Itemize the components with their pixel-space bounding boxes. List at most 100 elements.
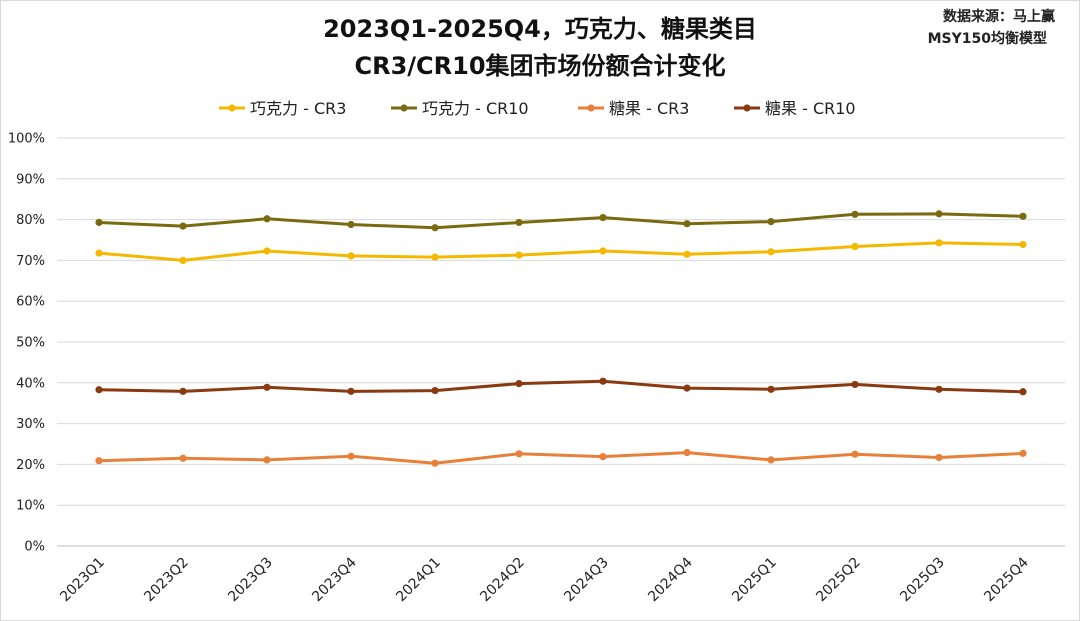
data-point: [683, 250, 691, 258]
y-tick-label: 0%: [24, 540, 45, 555]
data-point: [515, 380, 523, 388]
data-point: [347, 220, 355, 229]
data-point: [851, 380, 859, 389]
legend-marker: [400, 104, 408, 112]
y-tick-label: 70%: [16, 254, 45, 269]
series-lines: [95, 210, 1027, 467]
x-tick-label: 2024Q1: [393, 555, 444, 606]
data-point: [95, 386, 103, 394]
legend-label: 糖果 - CR3: [609, 99, 689, 118]
data-point: [683, 448, 691, 457]
x-tick-label: 2025Q4: [981, 554, 1032, 605]
data-point: [347, 387, 355, 395]
y-tick-label: 90%: [16, 172, 45, 187]
series-2: [95, 210, 1027, 232]
y-tick-label: 80%: [16, 213, 45, 228]
chart-title-line2: CR3/CR10集团市场份额合计变化: [354, 52, 726, 80]
legend-item: 糖果 - CR10: [734, 99, 856, 118]
series-line: [97, 212, 1025, 230]
data-point: [263, 456, 271, 464]
data-point: [851, 242, 859, 251]
data-point: [767, 456, 775, 464]
series-4: [95, 377, 1027, 396]
data-point: [599, 247, 607, 255]
series-line: [97, 451, 1025, 465]
legend-item: 巧克力 - CR3: [219, 99, 346, 118]
data-point: [599, 377, 607, 385]
x-tick-label: 2023Q3: [225, 555, 276, 606]
data-point: [851, 450, 859, 458]
legend: 巧克力 - CR3 巧克力 - CR10 糖果 - CR3 糖果 - CR10: [219, 99, 856, 118]
data-source-label: 数据来源：马上赢: [943, 9, 1055, 25]
data-point: [515, 450, 523, 458]
chart-title-line1: 2023Q1-2025Q4，巧克力、糖果类目: [323, 15, 757, 43]
data-point: [95, 457, 103, 465]
data-point: [179, 256, 187, 264]
data-point: [431, 224, 439, 232]
y-tick-label: 40%: [16, 376, 45, 391]
x-tick-label: 2024Q3: [561, 555, 612, 606]
data-point: [683, 384, 691, 392]
legend-marker: [228, 104, 236, 112]
series-3: [95, 448, 1027, 467]
gridlines: [57, 137, 1065, 547]
y-tick-label: 60%: [16, 295, 45, 310]
x-tick-label: 2024Q2: [477, 555, 528, 606]
legend-item: 巧克力 - CR10: [391, 99, 529, 118]
series-1: [95, 239, 1027, 264]
y-tick-label: 50%: [16, 336, 45, 351]
data-point: [515, 218, 523, 227]
data-point: [1019, 240, 1027, 249]
data-point: [263, 247, 271, 255]
legend-label: 巧克力 - CR10: [422, 99, 529, 118]
data-point: [95, 218, 103, 227]
data-point: [935, 210, 943, 218]
data-point: [767, 218, 775, 226]
data-point: [515, 251, 523, 259]
data-point: [347, 452, 355, 460]
data-point: [1019, 449, 1027, 457]
data-point: [263, 215, 271, 223]
x-axis-ticks: 2023Q1 2023Q2 2023Q3 2023Q4 2024Q1 2024Q2 2024…: [57, 554, 1032, 605]
data-point: [179, 454, 187, 462]
legend-label: 巧克力 - CR3: [250, 99, 346, 118]
data-point: [263, 383, 271, 391]
data-point: [767, 385, 775, 393]
series-line: [97, 241, 1025, 262]
y-axis-ticks: 0% 10% 20% 30% 40% 50% 60% 70% 80% 90% 100%: [8, 132, 45, 555]
x-tick-label: 2023Q1: [57, 555, 108, 606]
x-tick-label: 2023Q2: [141, 555, 192, 606]
x-tick-label: 2025Q1: [729, 555, 780, 606]
model-label: MSY150均衡模型: [927, 31, 1047, 47]
legend-marker: [587, 104, 595, 112]
data-point: [767, 248, 775, 256]
x-tick-label: 2024Q4: [645, 554, 696, 605]
y-tick-label: 30%: [16, 417, 45, 432]
data-point: [935, 453, 943, 462]
data-point: [935, 385, 943, 393]
y-tick-label: 100%: [8, 132, 45, 147]
data-point: [179, 387, 187, 395]
y-tick-label: 10%: [16, 499, 45, 514]
legend-label: 糖果 - CR10: [765, 99, 856, 118]
data-point: [95, 249, 103, 257]
x-tick-label: 2023Q4: [309, 554, 360, 605]
legend-item: 糖果 - CR3: [578, 99, 689, 118]
data-point: [1019, 388, 1027, 396]
y-tick-label: 20%: [16, 458, 45, 473]
data-point: [179, 222, 187, 230]
data-point: [431, 459, 439, 467]
data-point: [431, 253, 439, 261]
data-point: [1019, 212, 1027, 220]
data-point: [599, 213, 607, 222]
data-point: [851, 210, 859, 218]
series-line: [97, 379, 1025, 394]
data-point: [599, 453, 607, 461]
data-point: [935, 239, 943, 247]
data-point: [431, 386, 439, 395]
data-point: [347, 252, 355, 260]
legend-marker: [743, 104, 751, 112]
x-tick-label: 2025Q3: [897, 555, 948, 606]
